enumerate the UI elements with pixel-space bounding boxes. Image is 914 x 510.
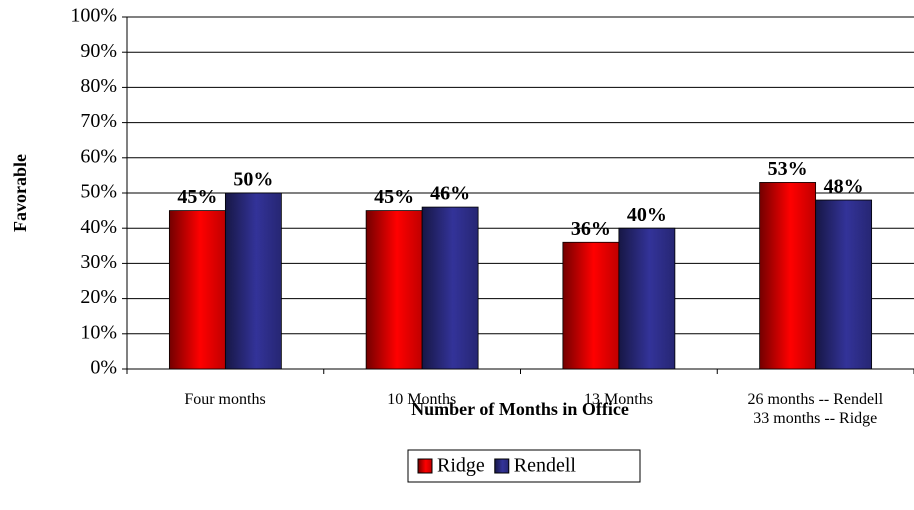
x-axis-label: Number of Months in Office [411,399,629,419]
y-tick-label: 10% [80,321,117,343]
y-tick-label: 90% [80,40,117,62]
bar [365,210,423,370]
legend-label: Ridge [437,455,485,477]
y-axis-label: Favorable [10,154,30,232]
value-label: 36% [571,218,611,240]
y-tick-label: 80% [80,75,117,97]
legend-swatch [494,458,510,474]
value-label: 40% [627,204,667,226]
bar [562,241,620,370]
value-label: 48% [824,176,864,198]
y-tick-label: 100% [70,5,117,27]
x-tick-label: 13 Months [584,391,653,408]
bar [815,199,873,370]
x-tick-label: 10 Months [387,391,457,408]
bar [759,182,817,370]
y-tick-label: 20% [80,286,117,308]
bar [168,210,226,370]
value-label: 53% [768,158,808,180]
y-tick-label: 0% [90,357,117,379]
value-label: 50% [233,169,273,191]
y-tick-label: 70% [80,110,117,132]
bar [224,192,282,370]
y-tick-label: 30% [80,251,117,273]
legend-box [407,449,641,483]
bar [618,227,676,370]
y-tick-label: 50% [80,181,117,203]
y-tick-label: 60% [80,145,117,167]
bar [421,206,479,370]
value-label: 46% [430,183,470,205]
legend-label: Rendell [514,455,577,477]
legend-swatch [417,458,433,474]
value-label: 45% [177,186,217,208]
x-tick-label: 26 months -- Rendell 33 months -- Ridge [747,391,884,427]
x-tick-label: Four months [184,391,266,408]
value-label: 45% [374,186,414,208]
y-tick-label: 40% [80,216,117,238]
